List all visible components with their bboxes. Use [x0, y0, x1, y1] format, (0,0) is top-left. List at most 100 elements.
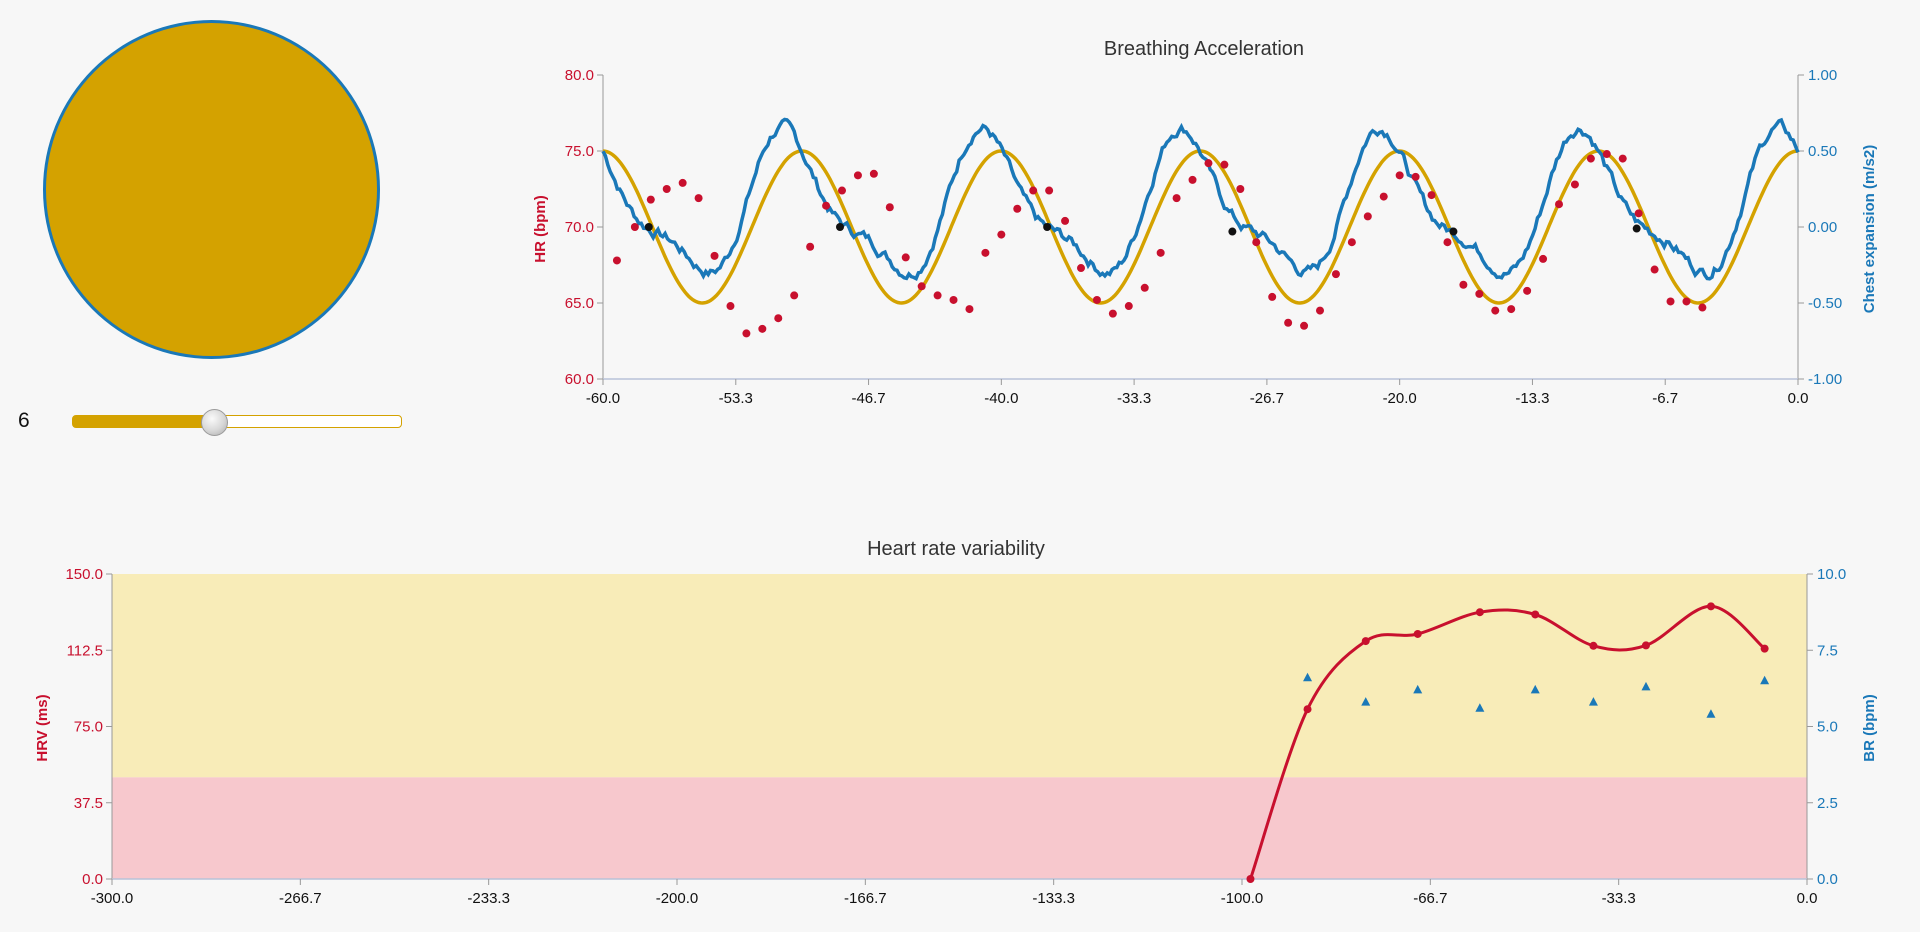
hr-point — [1204, 159, 1213, 168]
hr-point — [981, 248, 990, 257]
y-tick-label: 37.5 — [74, 795, 103, 812]
hr-point — [790, 291, 799, 300]
sync-point — [1228, 227, 1237, 236]
hr-point — [822, 201, 831, 210]
chart-title: Heart rate variability — [867, 538, 1045, 560]
hr-point — [1220, 160, 1229, 169]
hr-point — [1586, 154, 1595, 163]
sync-point — [1043, 223, 1052, 231]
hr-point — [965, 305, 974, 314]
hr-point — [742, 329, 751, 338]
hr-point — [1172, 194, 1181, 203]
hr-point — [1634, 209, 1643, 218]
x-tick-label: -233.3 — [467, 890, 510, 907]
hr-point — [1602, 150, 1611, 159]
hrv-point — [1531, 610, 1540, 619]
hrv-point — [1760, 644, 1769, 653]
hr-point — [1013, 204, 1022, 213]
x-tick-label: -40.0 — [984, 390, 1018, 407]
x-tick-label: -26.7 — [1250, 390, 1284, 407]
x-tick-label: -33.3 — [1602, 890, 1636, 907]
breathing-acceleration-chart: Breathing Acceleration -60.0 -53.3 -46.7 -4… — [532, 38, 1878, 407]
y-axis-ticks: 0.0 37.5 75.0 112.5 150.0 — [65, 566, 112, 888]
x-tick-label: -100.0 — [1221, 890, 1264, 907]
hr-point — [678, 178, 687, 187]
hr-point — [1045, 186, 1054, 195]
y-axis-label: HRV (ms) — [34, 694, 51, 761]
y-tick-label: 65.0 — [565, 295, 594, 312]
hr-point — [901, 253, 910, 262]
br-point — [1303, 672, 1313, 682]
heart-rate-variability-chart: Heart rate variability -300.0 -266.7 -233.… — [34, 538, 1878, 907]
slider-thumb[interactable] — [200, 409, 228, 436]
hrv-points — [1246, 602, 1769, 883]
hr-point — [997, 230, 1006, 239]
br-point — [1475, 703, 1485, 712]
y-tick-label: 70.0 — [565, 219, 594, 236]
hr-point — [1491, 306, 1500, 315]
y-tick-label: 75.0 — [565, 143, 594, 160]
hrv-point — [1246, 875, 1255, 883]
hr-point — [1555, 200, 1563, 209]
y2-tick-label: 0.00 — [1808, 219, 1837, 236]
hr-point — [1061, 216, 1070, 225]
sync-point — [1449, 227, 1458, 236]
hr-point — [1523, 286, 1532, 295]
y-axis-ticks: 60.0 65.0 70.0 75.0 80.0 — [565, 67, 603, 388]
hr-point — [710, 251, 719, 260]
y-tick-label: 150.0 — [65, 566, 103, 583]
x-tick-label: -166.7 — [844, 890, 887, 907]
hr-point — [853, 171, 862, 180]
y-tick-label: 75.0 — [74, 719, 103, 736]
y2-tick-label: 0.50 — [1808, 143, 1837, 160]
sync-point — [836, 223, 845, 231]
hr-point — [1268, 292, 1277, 301]
breathing-rate-slider[interactable] — [72, 415, 402, 428]
hr-point — [1698, 303, 1707, 312]
x-tick-label: -133.3 — [1032, 890, 1075, 907]
hr-point — [758, 324, 767, 333]
hrv-point — [1589, 641, 1598, 650]
br-point — [1361, 697, 1371, 706]
y-axis-label: HR (bpm) — [532, 195, 549, 263]
br-point — [1530, 684, 1540, 694]
x-tick-label: -33.3 — [1117, 390, 1151, 407]
breathing-rate-value: 6 — [18, 409, 30, 432]
hr-points — [612, 150, 1707, 338]
x-axis-ticks: -300.0 -266.7 -233.3 -200.0 -166.7 -133.3 -100… — [91, 879, 1817, 907]
hr-point — [933, 291, 942, 300]
y2-tick-label: 1.00 — [1808, 67, 1837, 84]
x-tick-label: -266.7 — [279, 890, 322, 907]
hr-point — [1300, 321, 1309, 330]
hr-point — [612, 256, 621, 265]
hr-point — [1331, 270, 1340, 279]
br-point — [1413, 684, 1423, 694]
hr-point — [1443, 238, 1452, 247]
slider-fill — [73, 416, 215, 427]
hr-point — [917, 282, 926, 291]
x-tick-label: -53.3 — [719, 390, 753, 407]
br-point — [1588, 697, 1598, 706]
hr-point — [1539, 254, 1548, 263]
y2-tick-label: 0.0 — [1817, 871, 1838, 888]
hr-point — [1124, 302, 1133, 311]
x-tick-label: -300.0 — [91, 890, 134, 907]
chest-expansion-line — [601, 117, 1800, 282]
x-axis-ticks: -60.0 -53.3 -46.7 -40.0 -33.3 -26.7 -20.0 -13.3… — [586, 379, 1808, 407]
hr-point — [1156, 248, 1165, 257]
hr-point — [949, 295, 958, 304]
hrv-point — [1475, 608, 1484, 617]
y2-tick-label: -1.00 — [1808, 371, 1842, 388]
hr-point — [1284, 318, 1293, 327]
y-tick-label: 60.0 — [565, 371, 594, 388]
hr-point — [1459, 280, 1468, 289]
hr-point — [1108, 309, 1117, 318]
x-tick-label: -66.7 — [1413, 890, 1447, 907]
hr-point — [1252, 238, 1261, 247]
hr-point — [1188, 175, 1197, 184]
x-tick-label: -200.0 — [656, 890, 699, 907]
hr-point — [1092, 295, 1101, 304]
paced-breathing-line — [602, 149, 1799, 305]
sync-point — [644, 223, 653, 231]
y2-tick-label: 10.0 — [1817, 566, 1846, 583]
